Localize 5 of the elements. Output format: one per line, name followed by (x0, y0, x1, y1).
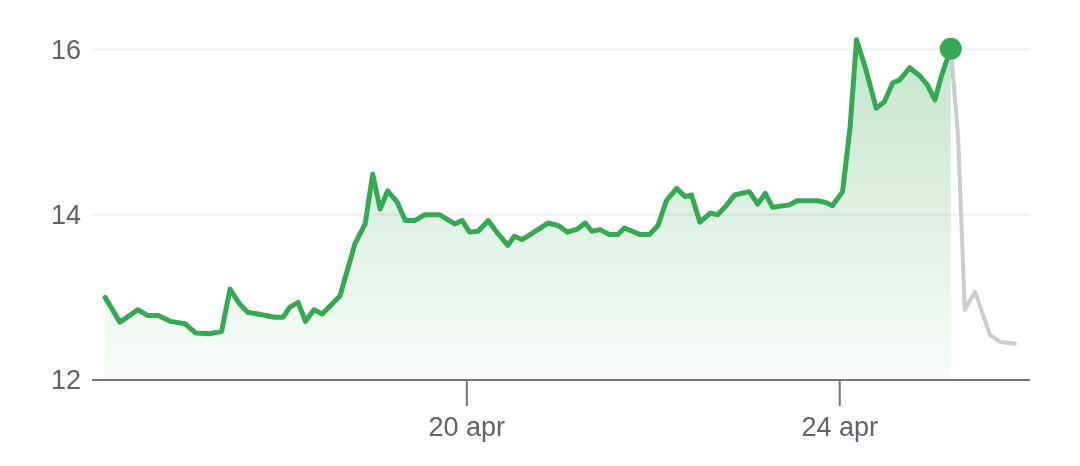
x-tick-label: 20 apr (428, 412, 506, 442)
y-tick-label: 14 (50, 199, 82, 230)
y-tick-label: 12 (50, 365, 82, 395)
x-tick-label: 24 apr (801, 412, 879, 442)
y-tick-label: 16 (50, 34, 82, 65)
